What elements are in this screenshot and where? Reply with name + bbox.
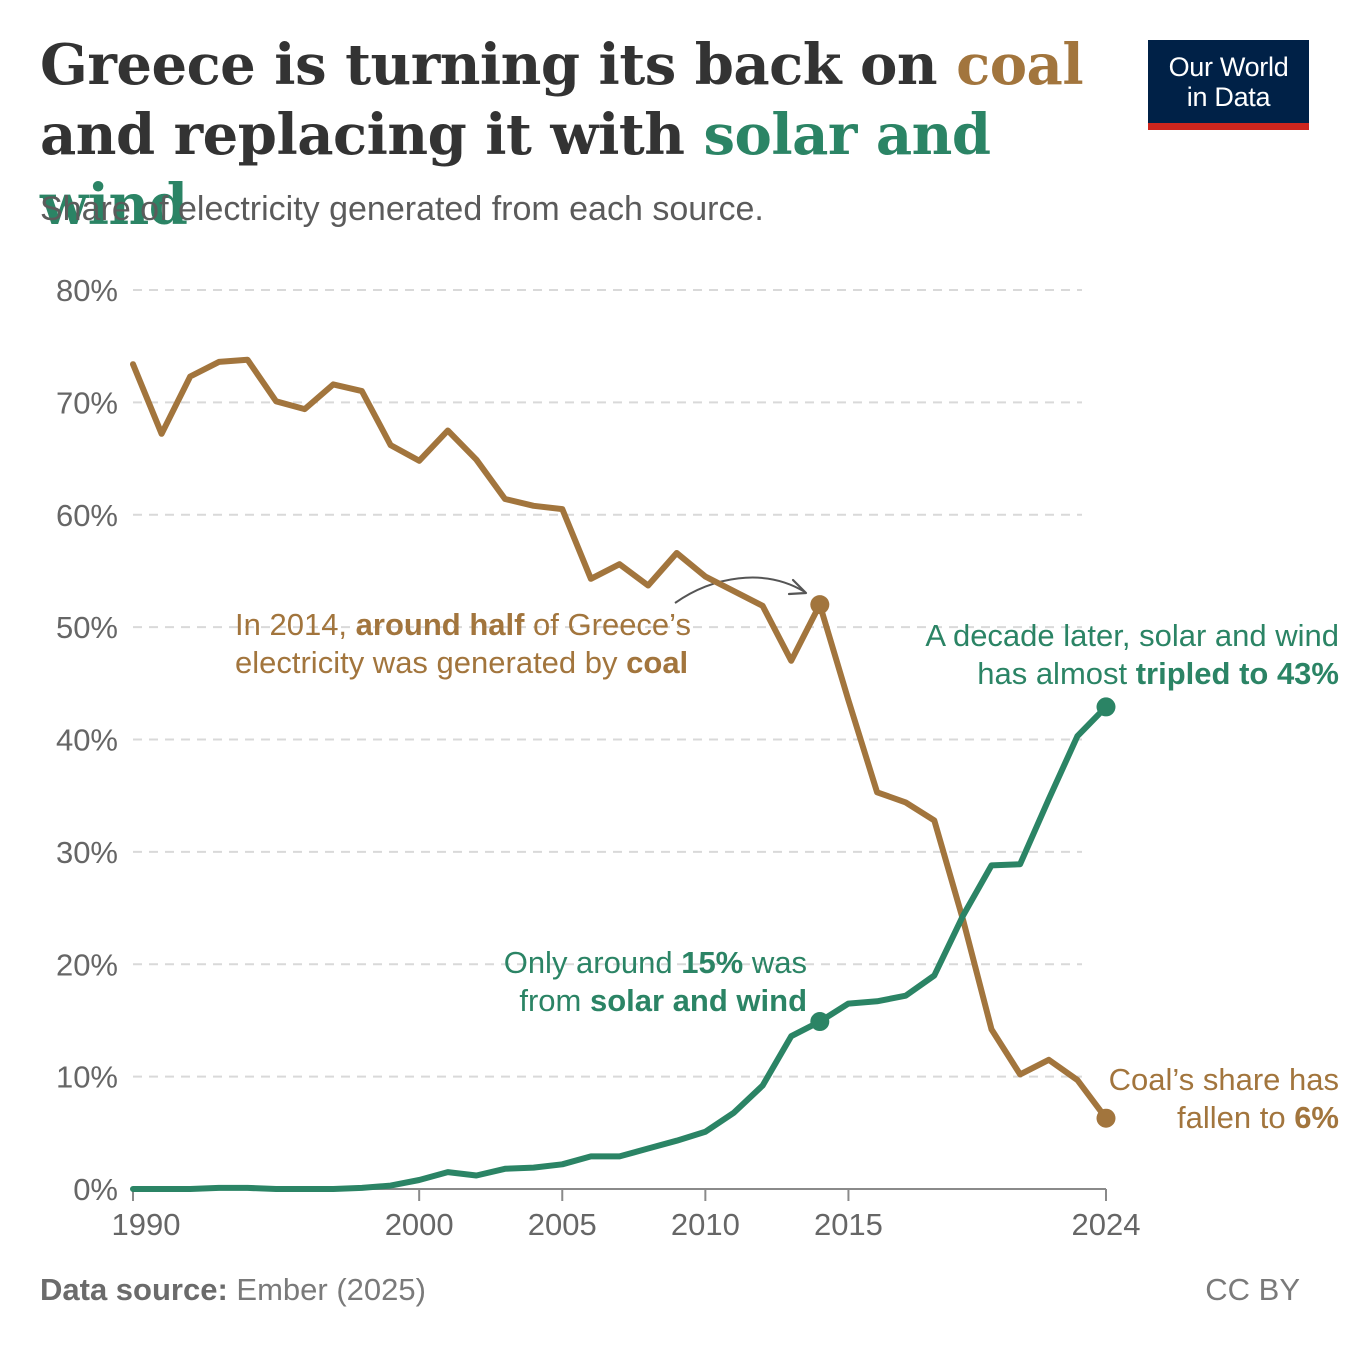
series-layer bbox=[130, 356, 1109, 1192]
y-tick-label: 20% bbox=[56, 947, 118, 982]
annotation-arrowhead-icon bbox=[787, 578, 808, 596]
title-solar-wind-word: solar and wind bbox=[40, 102, 991, 238]
x-axis-layer: 1990 2000 2005 2010 2015 2024 bbox=[112, 1188, 1141, 1242]
ann-text: In 2014, bbox=[235, 607, 356, 642]
annotation-arrow bbox=[674, 576, 806, 604]
ann-bold: coal bbox=[626, 645, 689, 680]
highlight-point-solar_wind-2014 bbox=[810, 1012, 830, 1032]
ann-text: was bbox=[743, 945, 807, 980]
annotation-coal-2024: Coal’s share has fallen to 6% bbox=[1040, 1061, 1339, 1137]
highlight-point-coal-2014 bbox=[810, 595, 830, 615]
y-tick-label: 0% bbox=[73, 1172, 118, 1207]
series-line-solar_wind bbox=[130, 703, 1109, 1192]
owid-logo[interactable]: Our World in Data bbox=[1148, 40, 1309, 130]
y-tick-layer: 0% 10% 20% 30% 40% 50% 60% 70% 80% bbox=[56, 273, 118, 1207]
ann-text: from bbox=[519, 983, 590, 1018]
y-tick-label: 30% bbox=[56, 835, 118, 870]
annotation-coal-2014: In 2014, around half of Greece’s electri… bbox=[235, 606, 691, 682]
ann-text: electricity was generated by bbox=[235, 645, 627, 680]
license-link[interactable]: CC BY bbox=[1205, 1272, 1300, 1307]
logo-line2: in Data bbox=[1186, 82, 1271, 112]
logo-line1: Our World bbox=[1168, 52, 1289, 82]
ann-bold: solar and wind bbox=[589, 983, 807, 1018]
ann-bold: around half bbox=[355, 607, 525, 642]
title-line1-text: Greece is turning its back on bbox=[40, 32, 957, 98]
y-tick-label: 70% bbox=[56, 385, 118, 420]
x-tick-label: 2015 bbox=[814, 1207, 883, 1242]
x-tick-label: 1990 bbox=[112, 1207, 181, 1242]
ann-bold: 15% bbox=[681, 945, 744, 980]
ann-text: Only around bbox=[503, 945, 682, 980]
ann-text: A decade later, solar and wind bbox=[925, 618, 1339, 653]
title-line2-text: and replacing it with bbox=[40, 102, 704, 168]
series-line-coal bbox=[130, 356, 1109, 1122]
x-tick-label: 2024 bbox=[1072, 1207, 1141, 1242]
annotation-solar-2014: Only around 15% was from solar and wind bbox=[420, 944, 807, 1020]
data-source-label: Data source: bbox=[40, 1272, 228, 1307]
y-tick-label: 50% bbox=[56, 610, 118, 645]
x-tick-label: 2010 bbox=[671, 1207, 740, 1242]
highlight-point-solar_wind-2024 bbox=[1096, 697, 1116, 717]
y-tick-label: 10% bbox=[56, 1060, 118, 1095]
highlight-points-layer bbox=[810, 595, 1116, 1128]
y-tick-label: 40% bbox=[56, 723, 118, 758]
annotation-solar-2024: A decade later, solar and wind has almos… bbox=[820, 617, 1339, 693]
title-coal-word: coal bbox=[956, 32, 1084, 98]
chart-subtitle: Share of electricity generated from each… bbox=[40, 190, 764, 228]
ann-text: fallen to bbox=[1176, 1100, 1295, 1135]
y-tick-label: 60% bbox=[56, 498, 118, 533]
x-tick-label: 2005 bbox=[528, 1207, 597, 1242]
ann-text: Coal’s share has bbox=[1108, 1062, 1339, 1097]
highlight-point-coal-2024 bbox=[1096, 1108, 1116, 1128]
ann-bold: tripled to 43% bbox=[1135, 656, 1339, 691]
chart-title: Greece is turning its back on coal and r… bbox=[40, 30, 1120, 240]
grid-layer bbox=[133, 289, 1082, 1078]
ann-text: has almost bbox=[977, 656, 1136, 691]
ann-bold: 6% bbox=[1294, 1100, 1339, 1135]
y-tick-label: 80% bbox=[56, 273, 118, 308]
data-source-link[interactable]: Ember (2025) bbox=[236, 1272, 426, 1307]
ann-text: of Greece’s bbox=[524, 607, 692, 642]
x-tick-label: 2000 bbox=[385, 1207, 454, 1242]
data-source: Data source: Ember (2025) bbox=[40, 1272, 426, 1308]
